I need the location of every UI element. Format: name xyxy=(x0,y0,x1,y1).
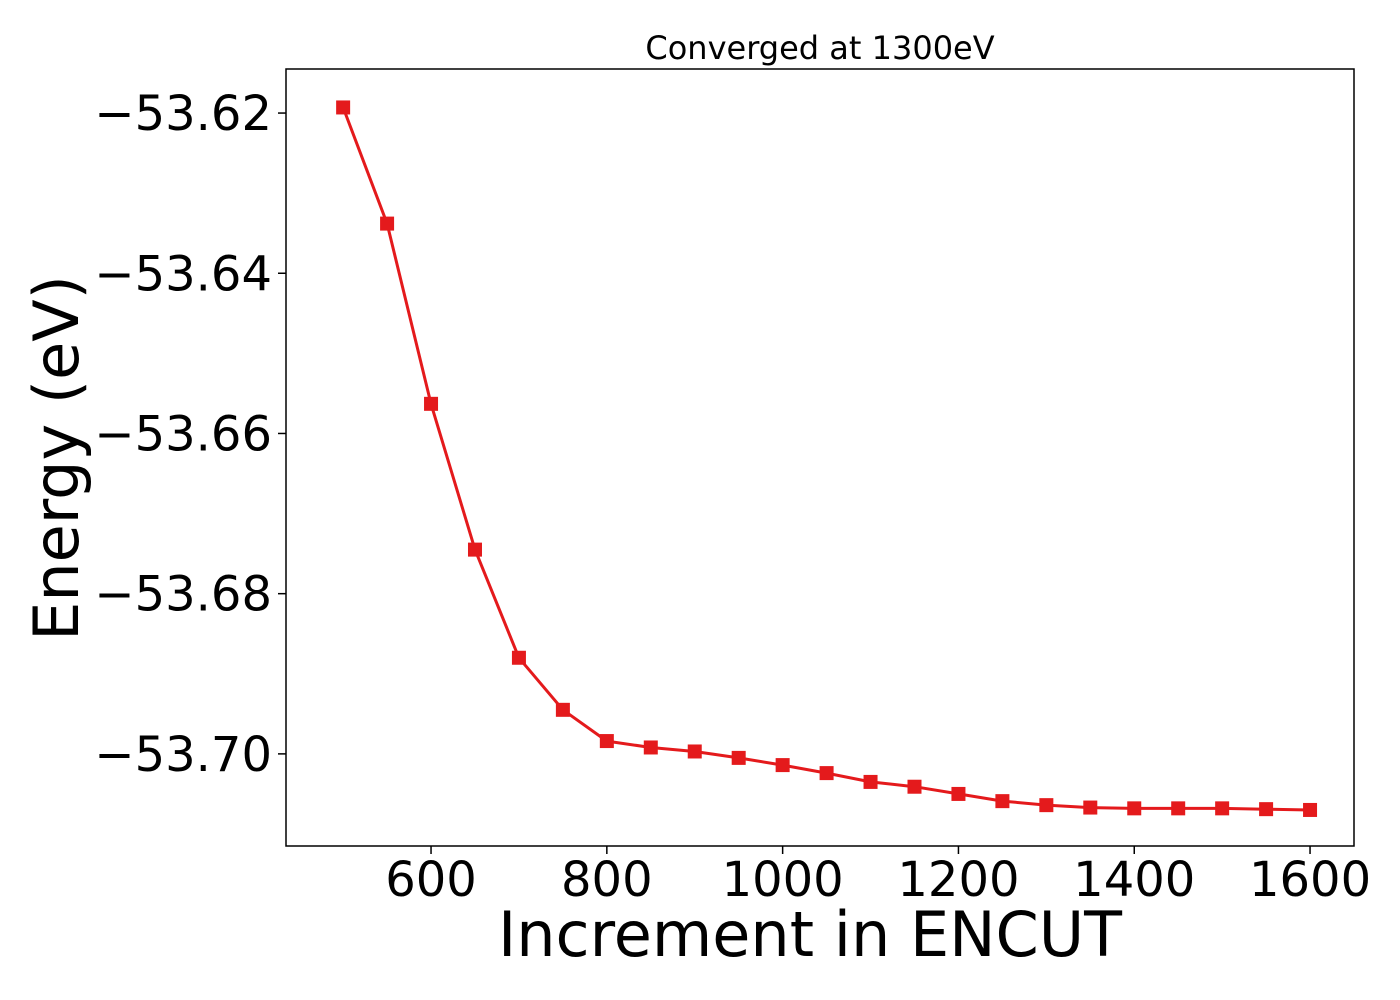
data-point xyxy=(1259,802,1273,816)
chart-title: Converged at 1300eV xyxy=(645,29,994,67)
data-point xyxy=(1127,801,1141,815)
x-tick-label: 1600 xyxy=(1249,852,1371,908)
data-point xyxy=(336,100,350,114)
x-axis-title: Increment in ENCUT xyxy=(498,898,1123,971)
y-tick-label: −53.64 xyxy=(94,246,272,302)
x-tick-label: 600 xyxy=(385,852,477,908)
data-point xyxy=(380,217,394,231)
data-point xyxy=(995,794,1009,808)
data-point xyxy=(1215,801,1229,815)
data-point xyxy=(424,397,438,411)
data-point xyxy=(1083,801,1097,815)
y-axis: −53.62 −53.64 −53.66 −53.68 −53.70 xyxy=(94,86,286,783)
data-point xyxy=(600,734,614,748)
data-point xyxy=(468,543,482,557)
data-point xyxy=(1039,798,1053,812)
data-point xyxy=(1171,801,1185,815)
data-point xyxy=(864,775,878,789)
data-point xyxy=(907,780,921,794)
y-tick-label: −53.70 xyxy=(94,727,272,783)
data-point xyxy=(732,751,746,765)
data-point xyxy=(820,766,834,780)
data-point xyxy=(644,740,658,754)
series-layer xyxy=(336,100,1317,817)
data-point xyxy=(776,758,790,772)
data-point xyxy=(1303,803,1317,817)
data-point xyxy=(951,787,965,801)
y-axis-title: Energy (eV) xyxy=(20,275,93,641)
y-tick-label: −53.62 xyxy=(94,86,272,142)
data-point xyxy=(556,703,570,717)
series-line xyxy=(343,107,1310,810)
y-tick-label: −53.68 xyxy=(94,567,272,623)
data-point xyxy=(688,744,702,758)
y-tick-label: −53.66 xyxy=(94,406,272,462)
data-point xyxy=(512,651,526,665)
